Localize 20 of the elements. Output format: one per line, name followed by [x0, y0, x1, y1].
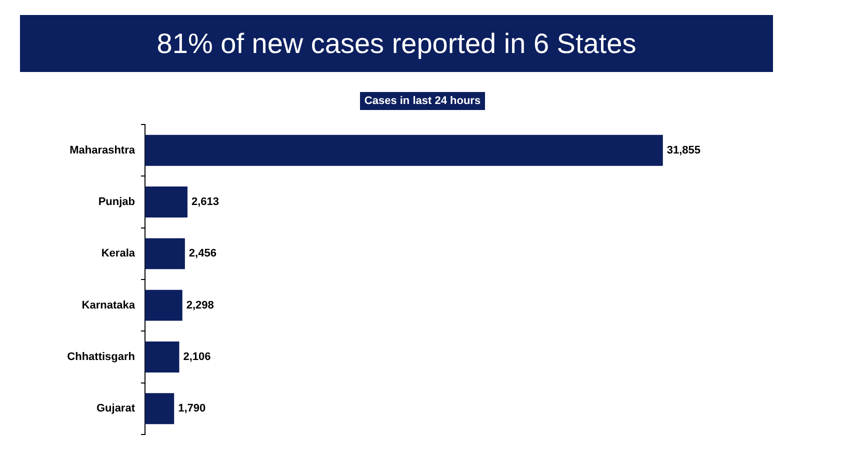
- y-tick-label: Chhattisgarh: [67, 350, 136, 363]
- data-label: 31,855: [666, 144, 701, 156]
- data-label: 2,456: [188, 248, 216, 260]
- data-label: 2,298: [186, 299, 214, 312]
- y-tick-label: Karnataka: [82, 299, 136, 312]
- y-tick-label: Gujarat: [96, 402, 136, 415]
- bar: [145, 238, 185, 270]
- data-label: 2,106: [183, 350, 211, 363]
- y-tick-label: Kerala: [101, 248, 136, 260]
- chart-subtitle: Cases in last 24 hours: [360, 92, 485, 110]
- bar: [145, 186, 188, 218]
- bar: [145, 290, 182, 321]
- bar: [145, 341, 180, 372]
- data-label: 2,613: [191, 196, 220, 208]
- bar: [145, 393, 174, 424]
- y-tick-label: Punjab: [98, 196, 136, 208]
- data-label: 1,790: [178, 402, 206, 415]
- bar: [145, 134, 663, 166]
- y-tick-label: Maharashtra: [70, 144, 136, 156]
- chart-title: 81% of new cases reported in 6 States: [20, 15, 773, 72]
